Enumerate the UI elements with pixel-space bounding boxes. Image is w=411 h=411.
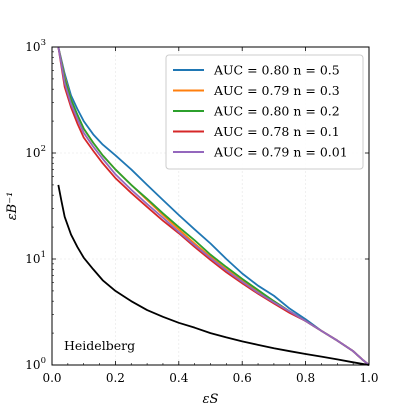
x-tick-label: 0.6	[233, 371, 252, 385]
series-line-5	[57, 46, 370, 366]
axis-ticks: 0.0 0.2 0.4 0.6 0.8 1.0 100 101 102 103	[25, 38, 378, 385]
y-tick-label: 103	[25, 38, 46, 54]
x-tick-label: 1.0	[359, 371, 378, 385]
x-tick-label: 0.2	[106, 371, 125, 385]
legend-label-4: AUC = 0.78 n = 0.1	[213, 124, 340, 139]
series-lines	[57, 46, 370, 366]
y-tick-label: 101	[25, 250, 46, 266]
legend-label-2: AUC = 0.79 n = 0.3	[213, 83, 340, 98]
legend-label-5: AUC = 0.79 n = 0.01	[213, 145, 348, 160]
legend: AUC = 0.80 n = 0.5 AUC = 0.79 n = 0.3 AUC …	[165, 54, 364, 170]
x-tick-label: 0.0	[42, 371, 61, 385]
legend-label-1: AUC = 0.80 n = 0.5	[213, 63, 340, 78]
annotation-heidelberg: Heidelberg	[64, 338, 135, 353]
y-axis-title: εB⁻¹	[5, 192, 20, 221]
y-tick-label: 102	[25, 144, 46, 160]
legend-label-3: AUC = 0.80 n = 0.2	[213, 104, 340, 119]
x-tick-label: 0.8	[296, 371, 315, 385]
x-tick-label: 0.4	[169, 371, 188, 385]
series-line-6	[57, 184, 370, 366]
y-tick-label: 100	[25, 356, 46, 372]
x-axis-title: εS	[203, 392, 219, 407]
legend-frame	[165, 54, 364, 170]
